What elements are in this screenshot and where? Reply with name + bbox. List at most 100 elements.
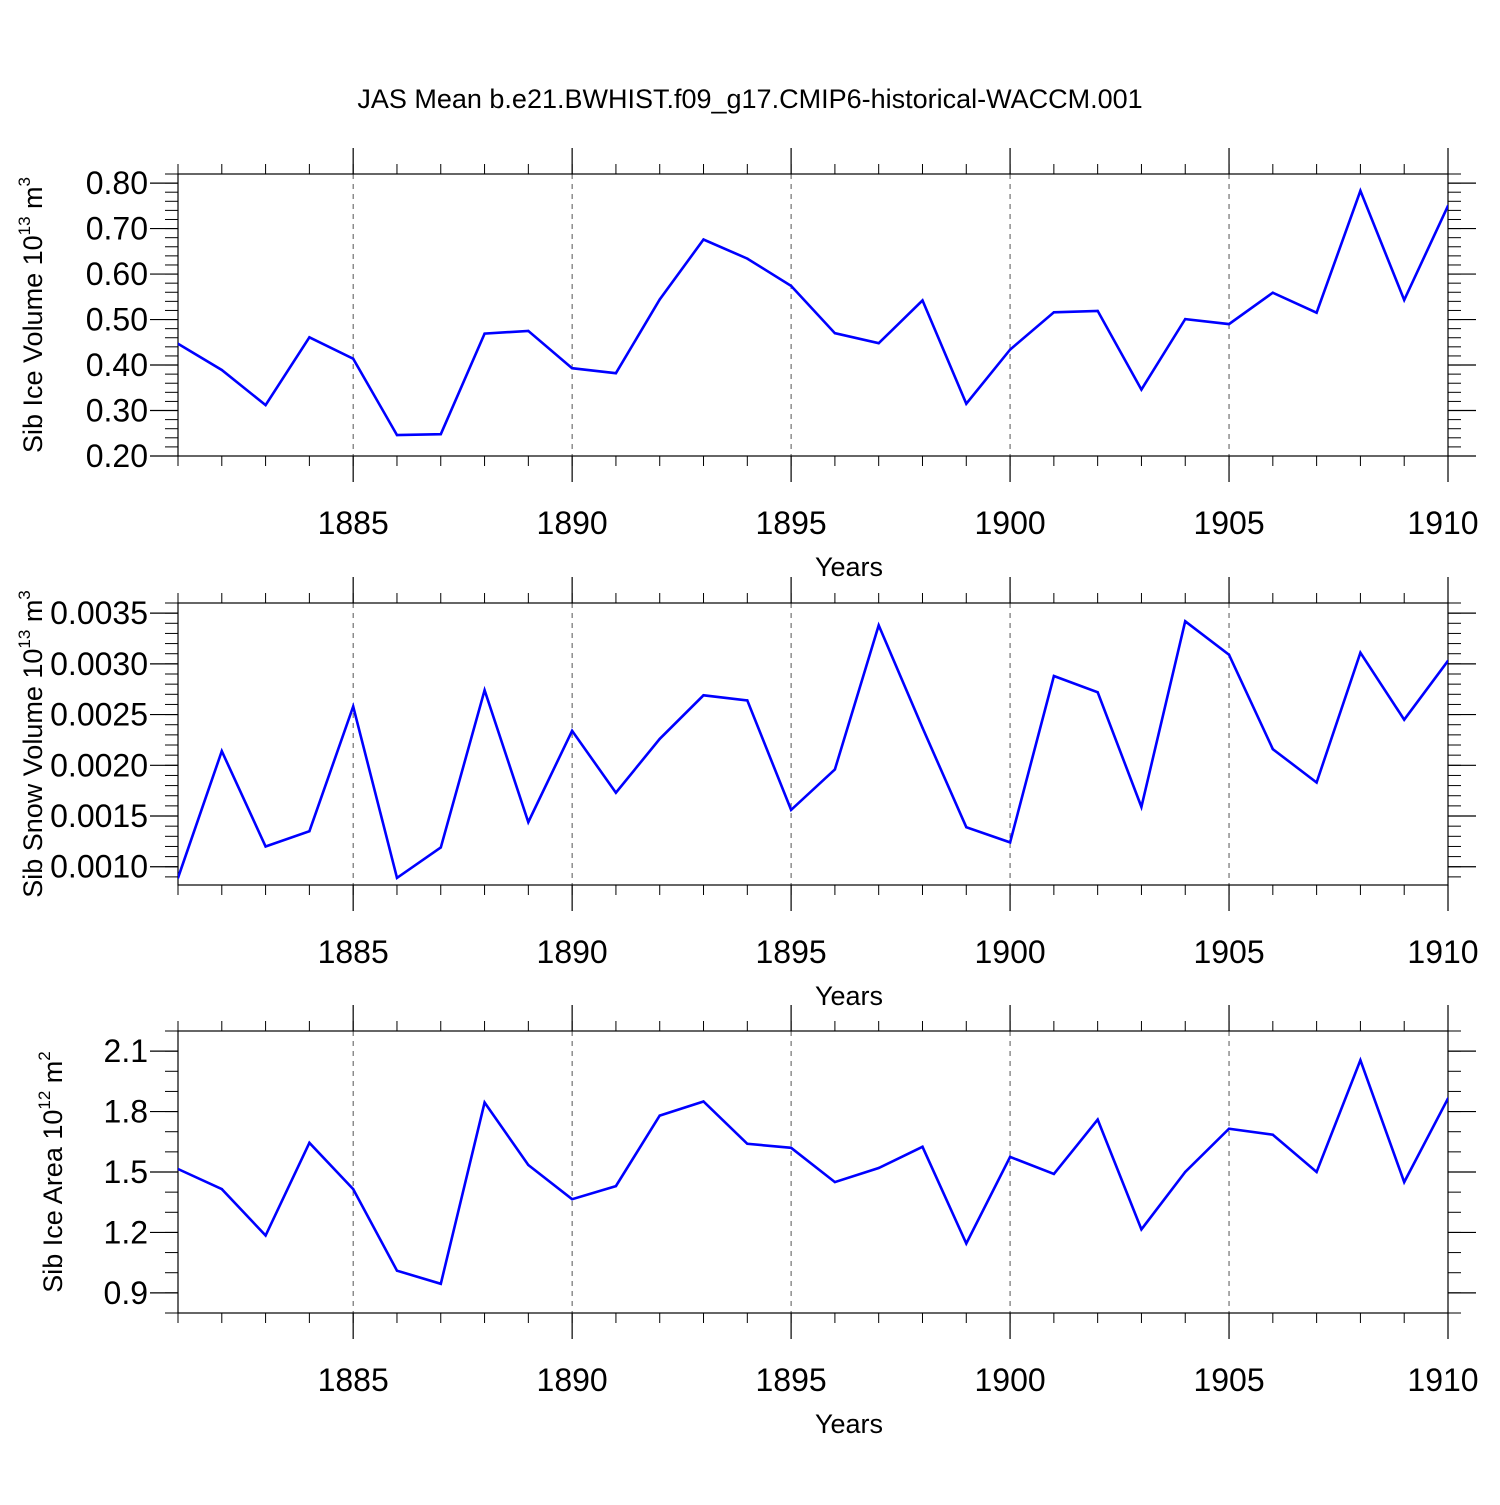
data-point — [614, 791, 618, 794]
x-tick-label: 1905 — [1193, 505, 1264, 541]
data-point — [264, 403, 267, 407]
data-point — [527, 1163, 530, 1167]
data-point — [614, 372, 618, 375]
y-axis-label-part: 2 — [35, 1051, 54, 1060]
data-point — [220, 368, 223, 372]
y-axis-label-part: m — [38, 1061, 68, 1091]
data-point — [702, 694, 705, 697]
y-tick-label: 0.0020 — [50, 747, 148, 783]
data-point — [702, 1100, 705, 1103]
x-tick-label: 1910 — [1407, 505, 1478, 541]
data-point — [351, 705, 355, 708]
y-tick-label: 1.5 — [104, 1154, 148, 1190]
data-point — [439, 432, 442, 436]
x-tick-label: 1900 — [974, 934, 1045, 970]
data-point — [658, 298, 661, 301]
y-tick-label: 0.60 — [86, 256, 148, 292]
x-tick-label: 1900 — [974, 505, 1045, 541]
data-point — [483, 332, 486, 335]
data-point — [439, 846, 442, 849]
data-point — [1052, 674, 1056, 678]
y-tick-label: 0.0025 — [50, 697, 148, 733]
chart-snow-volume: 1885 1890 1895 1900 1905 1910 Years 0.0010 0.001… — [15, 577, 1479, 1011]
data-point — [1096, 309, 1099, 313]
y-axis-label-part: m — [18, 600, 48, 630]
x-axis-label: Years — [815, 552, 883, 582]
data-point — [1227, 322, 1231, 326]
data-point — [308, 336, 311, 339]
data-point — [570, 729, 574, 733]
x-tick-label: 1885 — [318, 505, 389, 541]
data-point — [746, 1142, 749, 1146]
x-tick-label: 1905 — [1193, 934, 1264, 970]
data-point — [789, 284, 793, 288]
data-point — [789, 808, 793, 812]
data-point — [1315, 311, 1318, 314]
data-point — [570, 1197, 574, 1201]
y-axis-label: Sib Snow Volume 1013 m3 — [15, 590, 48, 898]
data-point — [1271, 291, 1275, 294]
data-point — [1052, 1172, 1056, 1176]
y-axis-label-part: Sib Ice Area 10 — [38, 1110, 68, 1293]
x-tick-label: 1910 — [1407, 1362, 1478, 1398]
data-point — [220, 1187, 223, 1191]
data-point — [1446, 659, 1448, 663]
data-point — [1008, 841, 1012, 844]
data-point — [1403, 718, 1406, 721]
y-axis-label: Sib Ice Volume 1013 m3 — [15, 177, 48, 453]
data-point — [264, 1234, 267, 1237]
series-line — [178, 1056, 1448, 1286]
y-tick-label: 0.50 — [86, 302, 148, 338]
y-tick-label: 0.0010 — [50, 849, 148, 885]
y-tick-label: 0.40 — [86, 347, 148, 383]
chart-ice-area: 1885 1890 1895 1900 1905 1910 Years 0.9 1.2 1.5 1.… — [35, 1005, 1479, 1439]
data-point — [658, 1114, 661, 1117]
y-tick-label: 0.80 — [86, 165, 148, 201]
data-point — [570, 367, 574, 370]
data-point — [1359, 1059, 1362, 1062]
data-point — [833, 768, 837, 771]
y-tick-label: 0.0035 — [50, 595, 148, 631]
plot-frame — [177, 173, 1449, 457]
y-axis-label-part: 3 — [15, 177, 34, 186]
data-point — [1052, 311, 1056, 314]
data-point — [921, 726, 924, 729]
data-point — [614, 1184, 618, 1188]
data-point — [1140, 805, 1143, 809]
data-point — [1140, 388, 1143, 391]
x-tick-label: 1890 — [537, 505, 608, 541]
data-point — [308, 1141, 311, 1144]
data-point — [1315, 781, 1318, 784]
data-point — [178, 342, 180, 345]
data-point — [1359, 651, 1362, 654]
data-point — [1227, 1127, 1231, 1130]
x-tick-label: 1895 — [756, 505, 827, 541]
data-point — [1096, 1118, 1099, 1121]
data-point — [264, 845, 267, 848]
x-tick-label: 1900 — [974, 1362, 1045, 1398]
data-point — [527, 329, 530, 333]
chart-ice-volume: 1885 1890 1895 1900 1905 1910 Years 0.20 0.30 0.4… — [15, 148, 1479, 582]
data-point — [351, 1187, 355, 1191]
data-point — [877, 624, 880, 627]
data-point — [877, 342, 880, 345]
x-tick-label: 1890 — [537, 1362, 608, 1398]
y-tick-label: 0.70 — [86, 211, 148, 247]
x-axis-label: Years — [815, 981, 883, 1011]
data-point — [658, 737, 661, 741]
data-point — [833, 331, 837, 335]
y-tick-label: 0.0030 — [50, 646, 148, 682]
data-point — [1008, 1155, 1012, 1159]
data-point — [1315, 1170, 1318, 1174]
data-point — [1008, 348, 1012, 351]
x-tick-label: 1910 — [1407, 934, 1478, 970]
data-point — [483, 1101, 486, 1104]
y-axis-label-part: Sib Snow Volume 10 — [18, 649, 48, 898]
data-point — [746, 699, 749, 702]
y-tick-label: 2.1 — [104, 1033, 148, 1069]
data-point — [527, 820, 530, 824]
y-axis-label: Sib Ice Area 1012 m2 — [35, 1051, 68, 1293]
data-point — [395, 433, 399, 437]
